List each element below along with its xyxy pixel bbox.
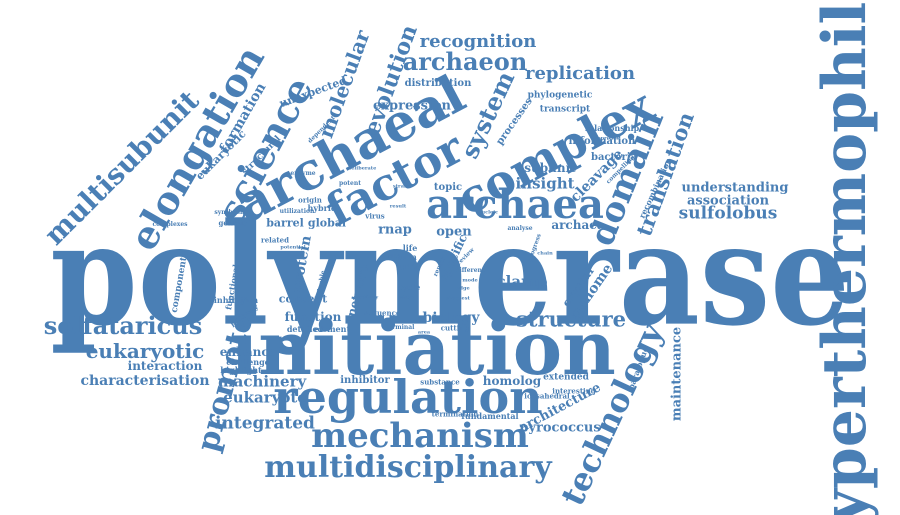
word-eukaryote: eukaryote bbox=[223, 388, 307, 407]
word-hyperthermophilic: hyperthermophilic bbox=[810, 0, 880, 515]
word-regulation: regulation bbox=[273, 370, 543, 424]
word-challenge: challenge bbox=[226, 357, 270, 367]
word-highlight: highlight bbox=[220, 365, 262, 375]
word-archaeon: archaeon bbox=[402, 47, 528, 76]
word-utilization: utilization bbox=[279, 208, 315, 215]
word-multidisciplinary: multidisciplinary bbox=[264, 450, 552, 485]
word-life: life bbox=[402, 243, 418, 253]
word-polymerase: polymerase bbox=[50, 193, 850, 358]
word-different: different bbox=[455, 267, 485, 274]
word-luca: luca bbox=[396, 262, 418, 273]
word-maintenance: maintenance bbox=[669, 326, 685, 422]
word-solfataricus: solfataricus bbox=[43, 311, 203, 340]
word-mechanism: mechanism bbox=[311, 416, 529, 456]
word-sequence: sequence bbox=[363, 308, 401, 318]
word-initiation: initiation bbox=[230, 306, 616, 392]
word-biology: biology bbox=[422, 310, 480, 326]
word-related: related bbox=[261, 235, 289, 245]
word-potent: potent bbox=[339, 180, 361, 187]
word-enhance: enhance bbox=[219, 345, 277, 359]
word-machinery: machinery bbox=[217, 372, 307, 391]
word-genetic: genetic bbox=[218, 218, 248, 228]
word-pyrococcus: pyrococcus bbox=[519, 420, 601, 436]
word-clamp: clamp bbox=[496, 272, 548, 291]
word-chain: chain bbox=[537, 250, 553, 257]
word-topic: topic bbox=[433, 182, 463, 193]
word-deliberate: deliberate bbox=[347, 165, 377, 172]
word-barrel: barrel bbox=[266, 216, 304, 230]
word-cycle: cycle bbox=[397, 282, 421, 292]
word-analyse: analyse bbox=[507, 225, 533, 232]
word-enzyme: enzyme bbox=[290, 170, 316, 177]
word-inhibitor: inhibitor bbox=[340, 375, 390, 386]
word-inhibition: inhibition bbox=[213, 295, 259, 305]
word-replication: replication bbox=[524, 63, 636, 84]
word-cutting: cutting bbox=[440, 323, 470, 333]
word-open: open bbox=[436, 224, 472, 240]
word-archaea: archaea bbox=[426, 181, 604, 228]
word-concept: concept bbox=[278, 292, 328, 306]
word-global: global bbox=[307, 216, 347, 230]
word-subunit: subunit bbox=[524, 161, 576, 175]
word-terminal: terminal bbox=[385, 324, 415, 331]
word-turn: turn bbox=[397, 252, 417, 262]
word-information: information bbox=[568, 136, 636, 147]
word-archaea-small: archaea bbox=[551, 218, 605, 232]
word-activity: activity bbox=[357, 294, 379, 301]
word-substance: substance bbox=[420, 377, 460, 387]
word-detailed: detailed bbox=[286, 324, 324, 334]
word-fundamental: fundamental bbox=[461, 411, 519, 421]
word-extended: extended bbox=[543, 372, 589, 383]
word-integrated: integrated bbox=[215, 413, 315, 434]
word-rnap: rnap bbox=[378, 222, 412, 238]
word-edge: edge bbox=[456, 285, 470, 292]
word-simplest: simplest bbox=[446, 295, 470, 302]
word-synthesis: synthesis bbox=[214, 209, 246, 216]
word-transcript: transcript bbox=[539, 104, 591, 115]
word-approach: approach bbox=[593, 135, 621, 142]
word-expression: expression bbox=[373, 98, 451, 114]
word-complexes: complexes bbox=[152, 221, 188, 228]
word-area: area bbox=[417, 329, 431, 336]
word-distribution: distribution bbox=[404, 78, 472, 89]
word-potential: potential bbox=[280, 244, 306, 251]
word-understanding: understanding bbox=[681, 180, 789, 196]
word-site: site bbox=[387, 253, 401, 260]
word-element: element bbox=[313, 324, 351, 334]
word-icosahedral: icosahedral bbox=[524, 391, 570, 401]
word-origin: origin bbox=[298, 195, 322, 205]
word-mode: mode bbox=[462, 277, 478, 284]
word-virus: virus bbox=[365, 211, 385, 221]
word-function: function bbox=[284, 310, 342, 324]
word-bacteria: bacteria bbox=[590, 152, 638, 163]
word-insight: insight bbox=[515, 174, 575, 193]
word-stage: stage bbox=[399, 294, 415, 301]
word-interaction: interaction bbox=[127, 359, 203, 373]
word-interesting: interesting bbox=[552, 386, 596, 396]
word-recognition: recognition bbox=[419, 31, 537, 52]
word-result: result bbox=[389, 203, 407, 210]
word-strand: strand bbox=[392, 183, 412, 190]
word-characterisation: characterisation bbox=[80, 373, 210, 389]
word-sulfolobus: sulfolobus bbox=[678, 203, 778, 224]
word-homolog: homolog bbox=[482, 374, 542, 388]
word-nucleic: nucleic bbox=[477, 209, 499, 216]
word-termination: termination bbox=[431, 409, 479, 419]
word-relationship: relationship bbox=[584, 123, 640, 133]
word-structure: structure bbox=[515, 306, 627, 332]
word-hybrid: hybrid bbox=[307, 203, 337, 213]
word-association: association bbox=[686, 193, 770, 209]
word-phylogenetic: phylogenetic bbox=[527, 90, 593, 101]
word-eukaryotic: eukaryotic bbox=[85, 339, 205, 363]
